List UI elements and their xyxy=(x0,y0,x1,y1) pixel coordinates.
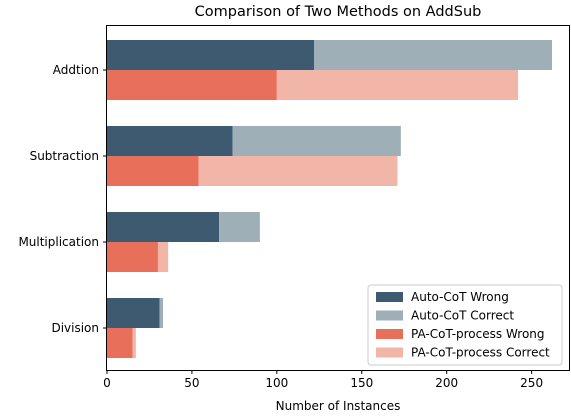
bar-pa-cot-process-wrong-addtion xyxy=(107,70,277,100)
bar-pa-cot-process-correct-addtion xyxy=(276,70,519,100)
bar-pa-cot-process-correct-subtraction xyxy=(198,156,398,186)
legend-label-auto-cot-wrong: Auto-CoT Wrong xyxy=(411,290,509,304)
x-tick-label: 150 xyxy=(350,376,373,390)
legend: Auto-CoT Wrong Auto-CoT Correct PA-CoT-pro… xyxy=(367,284,563,366)
bar-pa-cot-process-wrong-multiplication xyxy=(107,242,158,272)
bar-auto-cot-correct-division xyxy=(159,298,164,328)
x-tick-label: 100 xyxy=(265,376,288,390)
legend-label-pa-cot-process-wrong: PA-CoT-process Wrong xyxy=(411,327,545,341)
bar-pa-cot-process-correct-division xyxy=(132,328,136,358)
bar-auto-cot-wrong-multiplication xyxy=(107,212,220,242)
y-tick-label: Division xyxy=(51,321,99,335)
bar-auto-cot-correct-multiplication xyxy=(219,212,260,242)
bar-auto-cot-correct-addtion xyxy=(314,40,553,70)
y-tick-label: Multiplication xyxy=(18,235,99,249)
x-axis-ticks: 0 50 100 150 200 250 xyxy=(103,370,543,390)
x-tick-label: 0 xyxy=(103,376,111,390)
legend-frame xyxy=(367,284,563,366)
bar-auto-cot-wrong-division xyxy=(107,298,160,328)
x-tick-label: 250 xyxy=(520,376,543,390)
legend-swatch-auto-cot-correct xyxy=(376,310,403,321)
legend-label-auto-cot-correct: Auto-CoT Correct xyxy=(411,309,514,323)
bar-auto-cot-wrong-subtraction xyxy=(107,126,233,156)
bar-pa-cot-process-wrong-division xyxy=(107,328,133,358)
bars xyxy=(107,40,553,358)
bar-auto-cot-correct-subtraction xyxy=(232,126,401,156)
x-axis-title: Number of Instances xyxy=(276,399,401,413)
chart-title: Comparison of Two Methods on AddSub xyxy=(195,4,482,20)
x-tick-label: 200 xyxy=(435,376,458,390)
bar-pa-cot-process-correct-multiplication xyxy=(157,242,169,272)
y-tick-label: Subtraction xyxy=(30,149,99,163)
bar-pa-cot-process-wrong-subtraction xyxy=(107,156,199,186)
bar-auto-cot-wrong-addtion xyxy=(107,40,315,70)
plot-frame xyxy=(106,25,570,371)
y-tick-label: Addtion xyxy=(53,63,99,77)
legend-swatch-auto-cot-wrong xyxy=(376,292,403,302)
y-axis-ticks: Addtion Subtraction Multiplication Division xyxy=(18,63,107,335)
legend-swatch-pa-cot-process-wrong xyxy=(376,329,403,339)
legend-swatch-pa-cot-process-correct xyxy=(376,347,403,358)
x-tick-label: 50 xyxy=(184,376,199,390)
legend-label-pa-cot-process-correct: PA-CoT-process Correct xyxy=(411,346,550,360)
